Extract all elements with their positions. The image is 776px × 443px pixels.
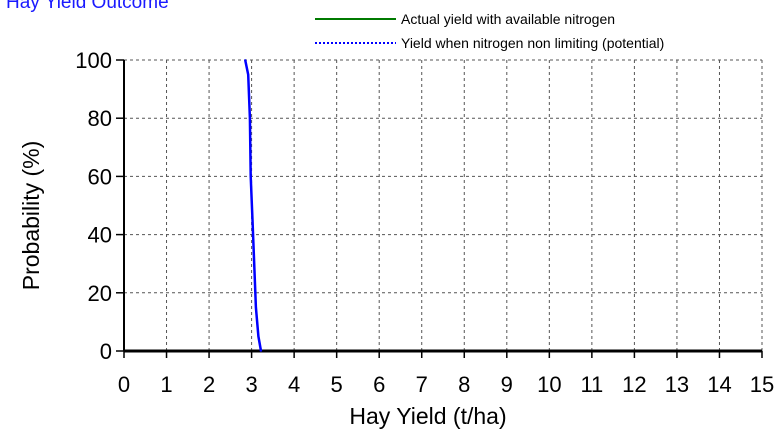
x-tick-label: 14 — [707, 372, 731, 397]
x-tick-label: 0 — [118, 372, 130, 397]
y-axis-label: Probability (%) — [18, 141, 44, 291]
y-tick-label: 0 — [100, 339, 112, 364]
x-axis-label: Hay Yield (t/ha) — [349, 403, 506, 429]
x-tick-label: 11 — [580, 372, 603, 397]
series-point-2 — [260, 350, 262, 352]
series-point-2 — [253, 262, 256, 265]
x-tick-label: 9 — [501, 372, 513, 397]
series-point-2 — [251, 219, 254, 221]
x-tick-label: 1 — [160, 372, 172, 397]
x-tick-label: 13 — [665, 372, 689, 397]
series-point-2 — [244, 59, 247, 61]
series-point-2 — [254, 306, 257, 309]
x-tick-label: 7 — [416, 372, 428, 397]
legend-label-1: Actual yield with available nitrogen — [401, 11, 615, 27]
y-tick-label: 40 — [88, 223, 112, 248]
x-tick-label: 3 — [245, 372, 257, 397]
series-point-2 — [249, 175, 252, 178]
y-tick-label: 80 — [88, 106, 112, 131]
legend-label-2: Yield when nitrogen non limiting (potent… — [401, 35, 664, 51]
series-point-2 — [257, 335, 260, 338]
series-point-2 — [248, 117, 251, 120]
y-tick-label: 100 — [75, 48, 112, 73]
x-tick-label: 10 — [537, 372, 561, 397]
x-tick-label: 12 — [622, 372, 646, 397]
x-tick-label: 4 — [288, 372, 300, 397]
x-tick-label: 6 — [373, 372, 385, 397]
chart-title: Hay Yield Outcome — [6, 0, 169, 13]
y-tick-label: 60 — [88, 164, 112, 189]
series-line-2 — [243, 59, 263, 352]
series-point-2 — [247, 73, 250, 76]
x-tick-label: 8 — [458, 372, 470, 397]
x-tick-label: 5 — [331, 372, 343, 397]
y-tick-label: 20 — [88, 281, 112, 306]
x-tick-label: 2 — [203, 372, 215, 397]
x-tick-label: 15 — [750, 372, 774, 397]
